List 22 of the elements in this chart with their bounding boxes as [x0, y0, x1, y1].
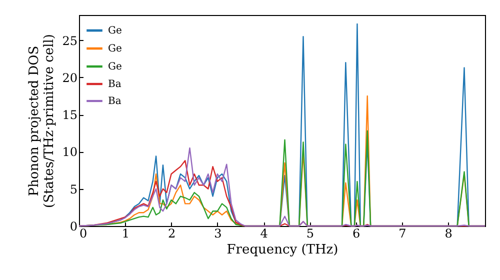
x-tick-label: 2	[168, 226, 176, 240]
y-tick-label: 25	[62, 34, 78, 48]
y-axis-title: Phonon projected DOS (States/THz·primitive cell)	[27, 34, 58, 208]
y-tick-label: 20	[62, 70, 78, 85]
x-tick-label: 8	[444, 226, 452, 240]
x-axis-title: Frequency (THz)	[226, 242, 338, 258]
legend-label: Ge	[108, 26, 122, 36]
x-tick-label: 7	[398, 226, 406, 240]
legend-label: Ge	[108, 62, 122, 72]
x-tick-label: 0	[80, 226, 88, 240]
x-tick-label: 4	[260, 226, 268, 240]
line-series	[78, 147, 486, 227]
x-tick-label: 3	[214, 226, 222, 240]
legend-label: Ba	[108, 79, 122, 90]
y-tick-label: 10	[62, 145, 78, 160]
legend-label: Ge	[108, 44, 122, 54]
x-tick-label: 6	[352, 226, 360, 240]
x-tick-label: 5	[306, 226, 314, 240]
y-tick-label: 5	[70, 182, 78, 196]
y-tick-label: 15	[62, 108, 78, 122]
x-tick-label: 1	[122, 226, 130, 240]
legend-label: Ba	[108, 96, 122, 107]
